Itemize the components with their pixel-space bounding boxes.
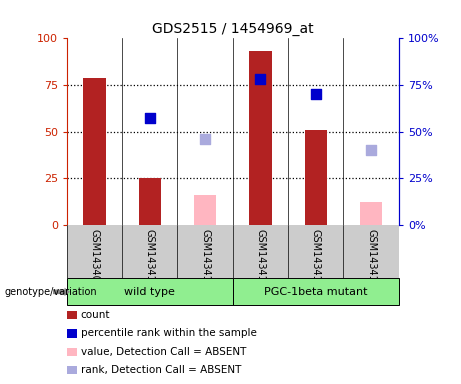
Bar <box>249 51 272 225</box>
Point <box>312 91 319 98</box>
Point <box>367 147 375 153</box>
Bar <box>233 278 399 305</box>
Text: percentile rank within the sample: percentile rank within the sample <box>81 328 257 338</box>
Text: GSM143414: GSM143414 <box>311 229 321 288</box>
Bar <box>139 178 161 225</box>
Bar <box>194 195 216 225</box>
Title: GDS2515 / 1454969_at: GDS2515 / 1454969_at <box>152 22 313 36</box>
Bar <box>67 278 233 305</box>
Text: GSM143411: GSM143411 <box>145 229 155 288</box>
Point <box>257 76 264 83</box>
Text: GSM143412: GSM143412 <box>200 229 210 288</box>
Point <box>201 136 209 142</box>
Point <box>146 116 154 122</box>
Text: count: count <box>81 310 110 320</box>
Text: GSM143415: GSM143415 <box>366 229 376 288</box>
Bar <box>305 130 327 225</box>
Text: value, Detection Call = ABSENT: value, Detection Call = ABSENT <box>81 347 246 357</box>
Text: rank, Detection Call = ABSENT: rank, Detection Call = ABSENT <box>81 365 241 375</box>
Text: genotype/variation: genotype/variation <box>5 287 97 297</box>
Text: GSM143413: GSM143413 <box>255 229 266 288</box>
Text: wild type: wild type <box>124 287 175 297</box>
Bar <box>360 202 382 225</box>
Text: GSM143409: GSM143409 <box>89 229 100 288</box>
Text: PGC-1beta mutant: PGC-1beta mutant <box>264 287 367 297</box>
Bar <box>83 78 106 225</box>
